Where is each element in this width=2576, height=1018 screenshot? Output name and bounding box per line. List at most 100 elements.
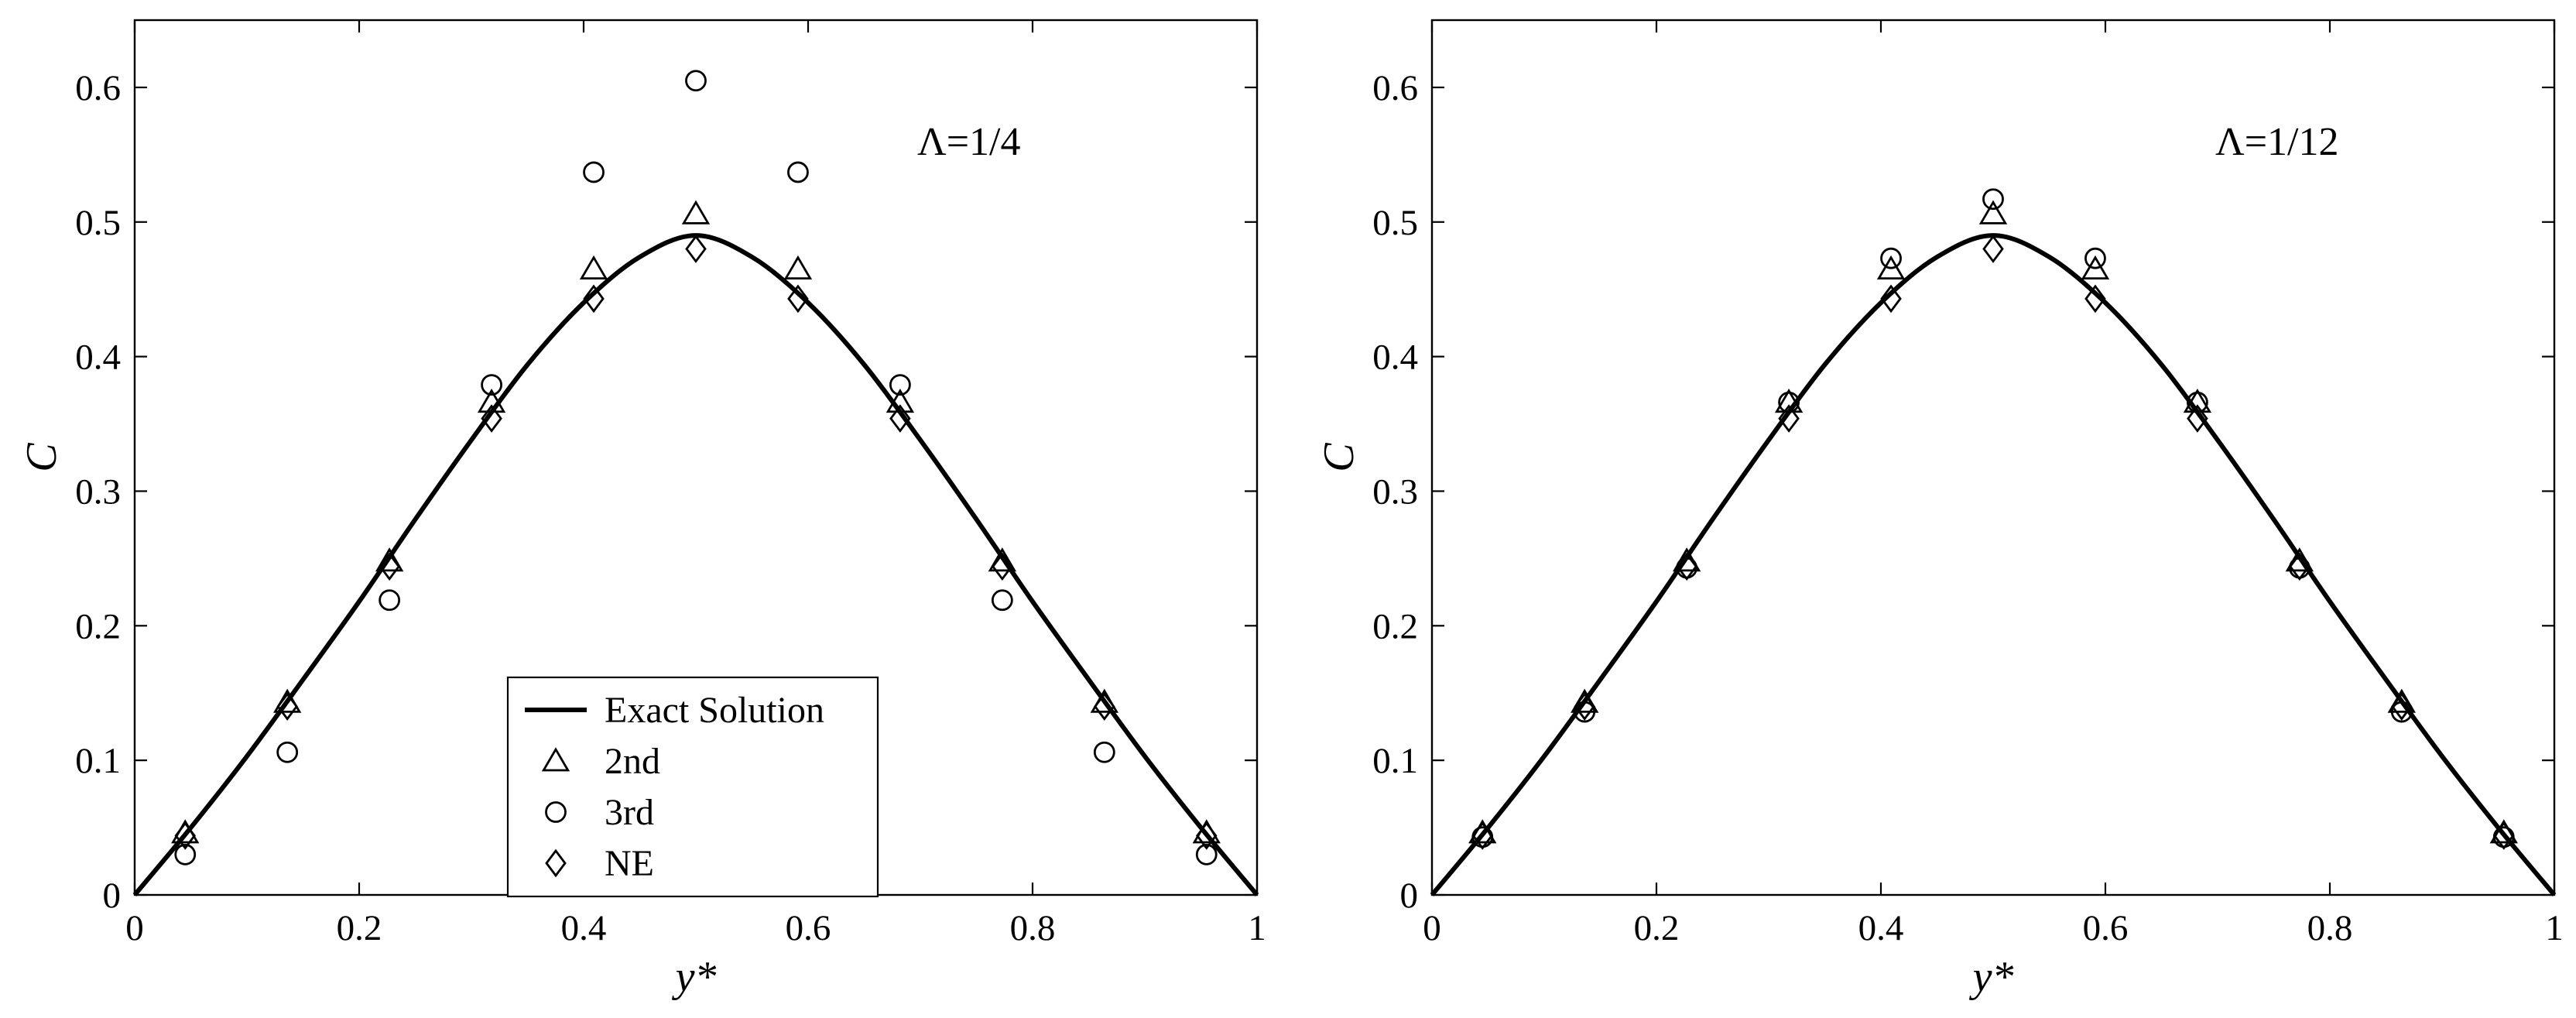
y-axis-label: C (18, 443, 66, 472)
data-point-circle (583, 161, 605, 183)
exact-solution-line (1430, 233, 2557, 896)
legend-label: 3rd (605, 792, 654, 833)
y-tick-label: 0.6 (75, 68, 121, 108)
y-tick-label: 0.3 (75, 471, 121, 512)
x-tick-label: 1 (1248, 908, 1266, 948)
data-point-triangle (1978, 200, 2008, 225)
data-point-diamond (379, 552, 400, 581)
data-point-diamond (2391, 692, 2413, 721)
x-tick-label: 0.4 (1858, 908, 1904, 948)
data-point-diamond (1094, 692, 1115, 721)
data-point-diamond (1574, 692, 1595, 721)
legend-circle-symbol (545, 801, 567, 823)
series-ne (174, 235, 1218, 850)
legend-label: 2nd (605, 741, 660, 782)
data-point-diamond (276, 692, 298, 721)
data-point-diamond (2493, 821, 2515, 850)
data-point-circle (2186, 391, 2208, 413)
x-tick-label: 0.6 (2083, 908, 2129, 948)
data-point-diamond (2084, 284, 2106, 314)
chart-panel-left: 0 0.2 0.4 0.6 0.8 1 0 0.1 0.2 0.3 0.4 0.5 0.6 y* C Λ=1/… (18, 19, 1266, 1001)
plot-frame (1430, 19, 2556, 896)
x-axis-label: y* (672, 953, 717, 1001)
data-point-diamond (174, 821, 196, 850)
x-tick-label: 0.6 (786, 908, 831, 948)
data-point-circle (1982, 188, 2004, 211)
data-point-diamond (1676, 552, 1697, 581)
y-tick-label: 0.6 (1372, 68, 1418, 108)
data-point-circle (991, 589, 1013, 612)
data-point-triangle (886, 388, 915, 413)
x-axis-label: y* (1969, 953, 2014, 1001)
data-point-diamond (2187, 404, 2208, 433)
data-point-diamond (1471, 821, 1493, 850)
data-point-diamond (1778, 404, 1800, 433)
data-point-triangle (988, 547, 1017, 572)
data-point-diamond (2289, 552, 2311, 581)
data-point-diamond (992, 552, 1013, 581)
data-point-circle (276, 741, 299, 763)
data-point-circle (2084, 247, 2106, 269)
data-point-circle (889, 374, 911, 396)
legend-label: NE (605, 843, 654, 884)
x-tick-label: 1 (2545, 908, 2564, 948)
data-point-circle (2390, 701, 2413, 723)
y-tick-label: 0.2 (75, 606, 121, 646)
data-point-triangle (783, 255, 813, 280)
data-point-diamond (1982, 235, 2004, 263)
series-3rd (174, 70, 1218, 865)
y-tick-label: 0.4 (75, 338, 121, 378)
data-point-circle (787, 161, 809, 183)
x-tick-label: 0.8 (2307, 908, 2353, 948)
data-point-diamond (889, 404, 911, 433)
y-tick-label: 0.3 (1372, 471, 1418, 512)
y-tick-label: 0 (103, 876, 122, 916)
data-point-circle (1574, 701, 1596, 723)
data-point-triangle (375, 547, 404, 572)
y-tick-label: 0.4 (1372, 338, 1418, 378)
data-point-circle (174, 843, 197, 865)
series-ne (1471, 235, 2515, 850)
data-point-circle (1093, 741, 1115, 763)
lambda-annotation: Λ=1/12 (2215, 120, 2338, 164)
y-tick-label: 0.1 (1372, 741, 1418, 781)
series-2nd (1468, 200, 2518, 844)
data-point-diamond (1196, 821, 1218, 850)
legend: Exact Solution 2nd 3rd NE (506, 676, 879, 898)
y-tick-label: 0.5 (75, 203, 121, 243)
data-point-diamond (787, 284, 809, 314)
y-tick-label: 0.2 (1372, 606, 1418, 646)
data-point-diamond (583, 284, 605, 314)
data-point-triangle (681, 200, 711, 225)
series-exact-solution (1430, 233, 2557, 896)
legend-triangle-symbol (541, 747, 570, 772)
lambda-annotation: Λ=1/4 (917, 120, 1020, 164)
data-point-circle (481, 374, 502, 396)
x-tick-label: 0.2 (337, 908, 382, 948)
x-tick-label: 0.8 (1010, 908, 1056, 948)
y-tick-label: 0.5 (1372, 203, 1418, 243)
data-point-triangle (1876, 255, 1906, 280)
data-point-circle (379, 589, 401, 612)
data-point-circle (1778, 391, 1800, 413)
data-point-circle (685, 70, 707, 92)
y-tick-label: 0 (1400, 876, 1419, 916)
data-point-diamond (1880, 284, 1902, 314)
data-point-triangle (579, 255, 608, 280)
data-point-circle (1195, 843, 1218, 865)
data-point-diamond (685, 235, 707, 263)
x-tick-label: 0.4 (561, 908, 607, 948)
x-tick-label: 0.2 (1634, 908, 1680, 948)
y-axis-label: C (1315, 443, 1363, 472)
x-tick-label: 0 (125, 908, 144, 948)
legend-diamond-symbol (545, 848, 567, 878)
chart-panel-right: 0 0.2 0.4 0.6 0.8 1 0 0.1 0.2 0.3 0.4 0.5 0.6 y* C Λ=1/… (1315, 19, 2564, 1001)
x-tick-label: 0 (1423, 908, 1441, 948)
legend-box (506, 676, 879, 898)
data-point-diamond (481, 404, 502, 433)
series-3rd (1471, 188, 2515, 848)
data-point-triangle (2081, 255, 2110, 280)
y-tick-label: 0.1 (75, 741, 121, 781)
legend-label: Exact Solution (605, 690, 824, 731)
